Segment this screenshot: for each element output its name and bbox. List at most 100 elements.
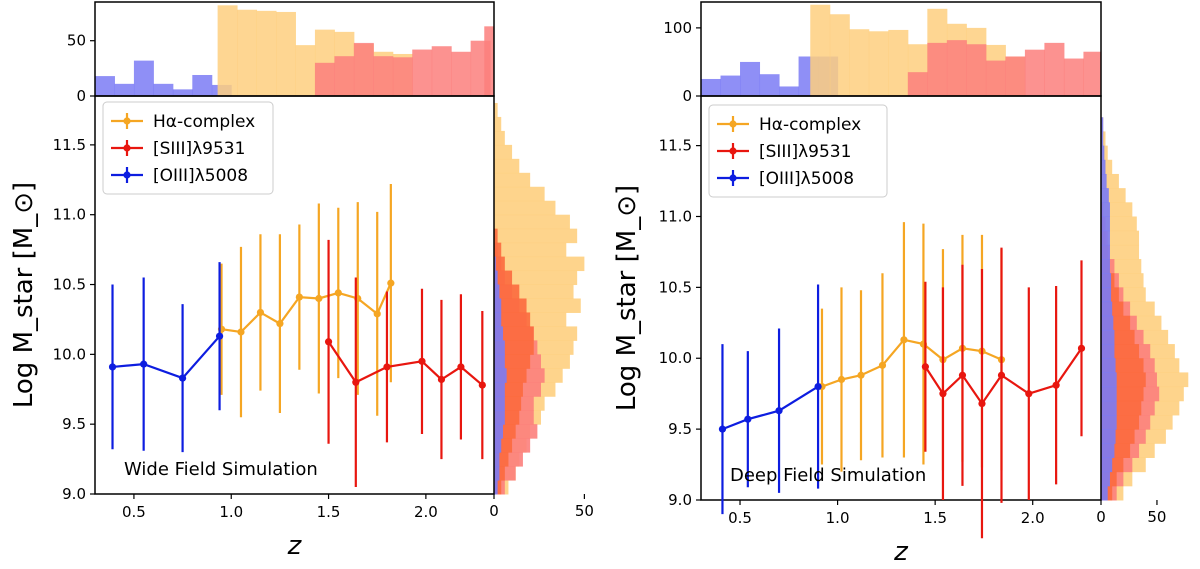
data-point [837,375,846,384]
top-hist-bar [759,74,780,96]
side-hist-bar [1101,117,1104,132]
side-hist-bar [494,466,505,481]
data-point [387,279,395,287]
side-hist-bar [494,242,502,258]
legend: Hα-complex [SIII]λ9531 [OIII]λ5008 [102,101,274,195]
data-point [418,357,426,365]
top-hist-bar [1044,42,1065,96]
side-hist-bar [494,130,505,146]
side-hist-bar [494,340,505,355]
y-tick-label: 11.0 [659,207,692,225]
series-h-complex [217,183,395,418]
x-tick-label: 1.5 [923,509,947,527]
side-hist-bar [1101,329,1115,345]
top-hist-bar [373,56,394,96]
side-hist-xtick-label: 0 [1096,508,1106,526]
side-hist-bar [1101,244,1110,260]
data-point [457,363,465,371]
side-hist-xtick-label: 0 [489,502,499,520]
legend-marker [729,120,737,128]
y-tick-label: 9.5 [62,415,86,433]
series-oiii-5008 [108,262,224,453]
side-hist-bar [494,452,500,467]
top-hist-bar [810,4,831,96]
side-hist-bar [1101,443,1115,458]
side-hist-bar [494,200,556,216]
series-line [722,385,819,431]
main-axes-frame [94,95,495,495]
side-hist-bar [494,270,513,286]
data-point [334,289,342,297]
side-hist-bar [494,228,498,244]
side-hist-bar [494,312,502,327]
legend-marker [123,171,131,179]
side-hist-bar [494,214,570,230]
top-hist-bar [412,49,433,96]
side-hist-bar [494,186,545,202]
y-tick-label: 10.5 [53,276,86,294]
x-axis-title: z [287,531,303,561]
data-point [315,294,323,303]
side-hist-bar [1101,471,1110,487]
y-axis-title: Log M_star [M_⊙] [9,182,39,408]
panel-annotation: Deep Field Simulation [730,465,926,486]
top-hist-bar [431,46,452,96]
top-hist-bar [192,74,213,96]
side-hist-bar [494,116,502,132]
side-hist-bar [1101,159,1106,175]
top-hist-bar [95,76,115,96]
side-hist-bar [1101,173,1107,189]
top-hist-oiii-5008 [95,60,232,96]
y-axis-title: Log M_star [M_⊙] [612,185,642,411]
data-point [978,400,986,408]
side-hist-bar [1101,287,1112,303]
side-hist-bar [1101,202,1110,217]
data-point [215,332,224,340]
series-line [327,341,484,386]
data-point [718,425,727,433]
data-point [383,363,391,371]
y-tick-label: 10.5 [659,278,692,296]
side-hist-bar [1101,372,1117,388]
data-point [814,382,822,391]
side-hist-bar [1101,344,1115,359]
top-hist-bar [133,60,154,96]
x-tick-label: 2.0 [414,503,438,521]
data-point [921,363,929,371]
side-hist-bar [1101,244,1140,260]
top-hist-bar [217,5,238,96]
top-hist-bar [484,26,495,96]
side-hist-bar [494,382,505,397]
data-point [256,308,265,317]
side-hist-bar [494,410,505,425]
legend-frame [102,101,274,195]
legend-marker [729,147,737,155]
side-hist-bar [1101,429,1116,444]
side-hist-bar [494,466,500,481]
side-hist-bar [494,326,534,341]
side-hist-bar [494,354,505,369]
side-hist-bar [494,144,513,160]
data-point [276,320,284,328]
top-hist-bar [276,11,296,96]
x-tick-label: 0.5 [728,509,752,527]
side-hist-bar [1101,230,1110,246]
x-tick-label: 1.0 [826,509,850,527]
side-hist-bar [494,256,505,272]
top-hist-ytick-label: 100 [663,19,692,37]
side-hist-bar [1101,315,1114,331]
side-hist-bar [1101,131,1104,147]
top-hist-bar [720,75,741,96]
top-hist-siii-9531 [314,26,495,96]
side-hist-bar [494,270,578,286]
x-tick-label: 0.5 [122,503,146,521]
legend-frame [708,104,888,198]
side-hist-bar [494,312,531,327]
side-hist-bar [494,158,520,174]
side-hist-bar [494,326,504,341]
side-hist-oiii-5008 [494,256,507,495]
series-line [221,282,392,334]
legend-marker [729,174,737,182]
top-hist-bar [392,57,413,96]
series-line [112,335,221,380]
